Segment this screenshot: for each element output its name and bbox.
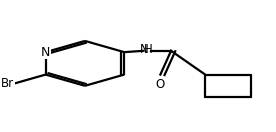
Text: N: N: [41, 46, 50, 59]
Text: N: N: [140, 43, 149, 56]
Text: H: H: [144, 43, 153, 56]
Text: O: O: [156, 78, 165, 91]
Text: Br: Br: [1, 77, 14, 90]
